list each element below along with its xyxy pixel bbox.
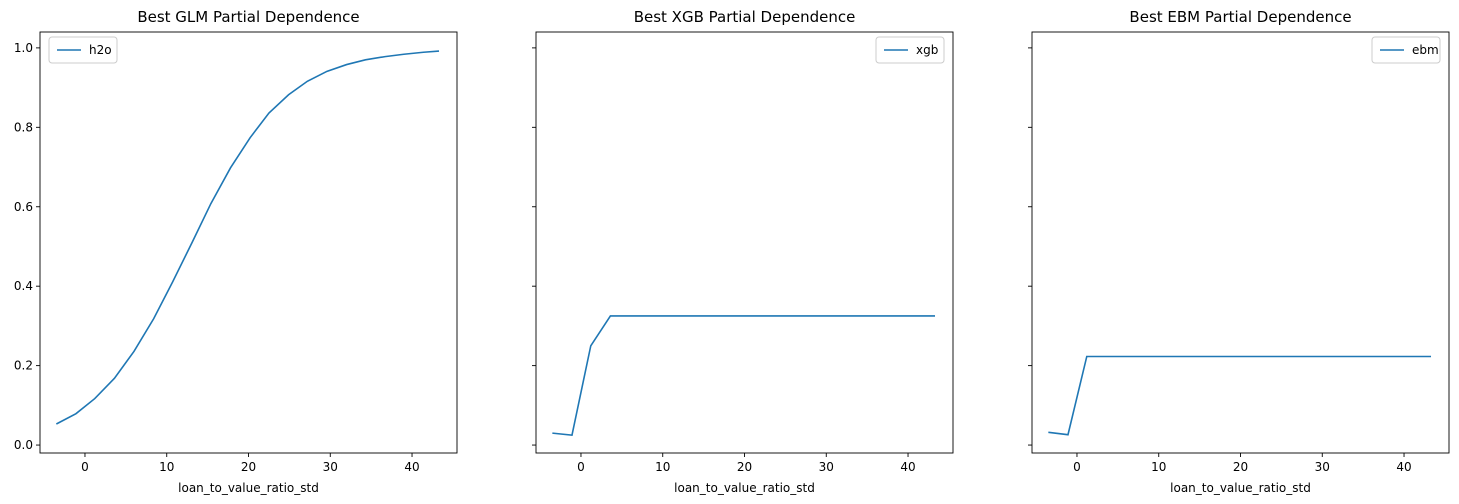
x-tick-label: 30 [1315, 460, 1330, 474]
x-tick-label: 0 [577, 460, 585, 474]
x-tick-label: 40 [1396, 460, 1411, 474]
chart-title: Best GLM Partial Dependence [137, 8, 359, 26]
plot-frame [535, 31, 954, 454]
legend: ebm [1371, 36, 1441, 64]
x-axis-label: loan_to_value_ratio_std [178, 481, 319, 495]
series-line-ebm [1048, 355, 1432, 436]
legend: h2o [48, 36, 118, 64]
x-tick-label: 10 [159, 460, 174, 474]
chart-panel-1: Best GLM Partial Dependence 0 10 20 30 40 0.0 0… [14, 8, 458, 495]
legend-box [875, 36, 945, 64]
y-tick-label: 0.8 [14, 120, 33, 134]
chart-panel-3: Best EBM Partial Dependence 0 10 20 30 40 loan… [1028, 8, 1450, 495]
series-line-xgb [552, 315, 936, 436]
y-tick-label: 0.6 [14, 200, 33, 214]
x-tick-label: 40 [900, 460, 915, 474]
chart-title: Best XGB Partial Dependence [634, 8, 856, 26]
x-tick-label: 0 [1073, 460, 1081, 474]
y-tick-label: 1.0 [14, 41, 33, 55]
x-tick-label: 10 [1151, 460, 1166, 474]
legend-label: h2o [89, 43, 112, 57]
x-tick-label: 20 [737, 460, 752, 474]
legend-label: ebm [1412, 43, 1439, 57]
legend-label: xgb [916, 43, 938, 57]
y-tick-label: 0.4 [14, 279, 33, 293]
x-tick-label: 10 [655, 460, 670, 474]
y-tick-label: 0.0 [14, 438, 33, 452]
plot-frame [1031, 31, 1450, 454]
x-tick-label: 30 [323, 460, 338, 474]
x-tick-label: 40 [404, 460, 419, 474]
x-tick-label: 20 [241, 460, 256, 474]
legend-box [1371, 36, 1441, 64]
legend-box [48, 36, 118, 64]
series-line-h2o [55, 50, 440, 425]
y-tick-label: 0.2 [14, 359, 33, 373]
x-tick-label: 30 [819, 460, 834, 474]
x-axis-label: loan_to_value_ratio_std [1170, 481, 1311, 495]
x-axis-label: loan_to_value_ratio_std [674, 481, 815, 495]
chart-title: Best EBM Partial Dependence [1129, 8, 1351, 26]
chart-panel-2: Best XGB Partial Dependence 0 10 20 30 40 loan… [532, 8, 954, 495]
x-tick-label: 20 [1233, 460, 1248, 474]
x-tick-label: 0 [81, 460, 89, 474]
legend: xgb [875, 36, 945, 64]
